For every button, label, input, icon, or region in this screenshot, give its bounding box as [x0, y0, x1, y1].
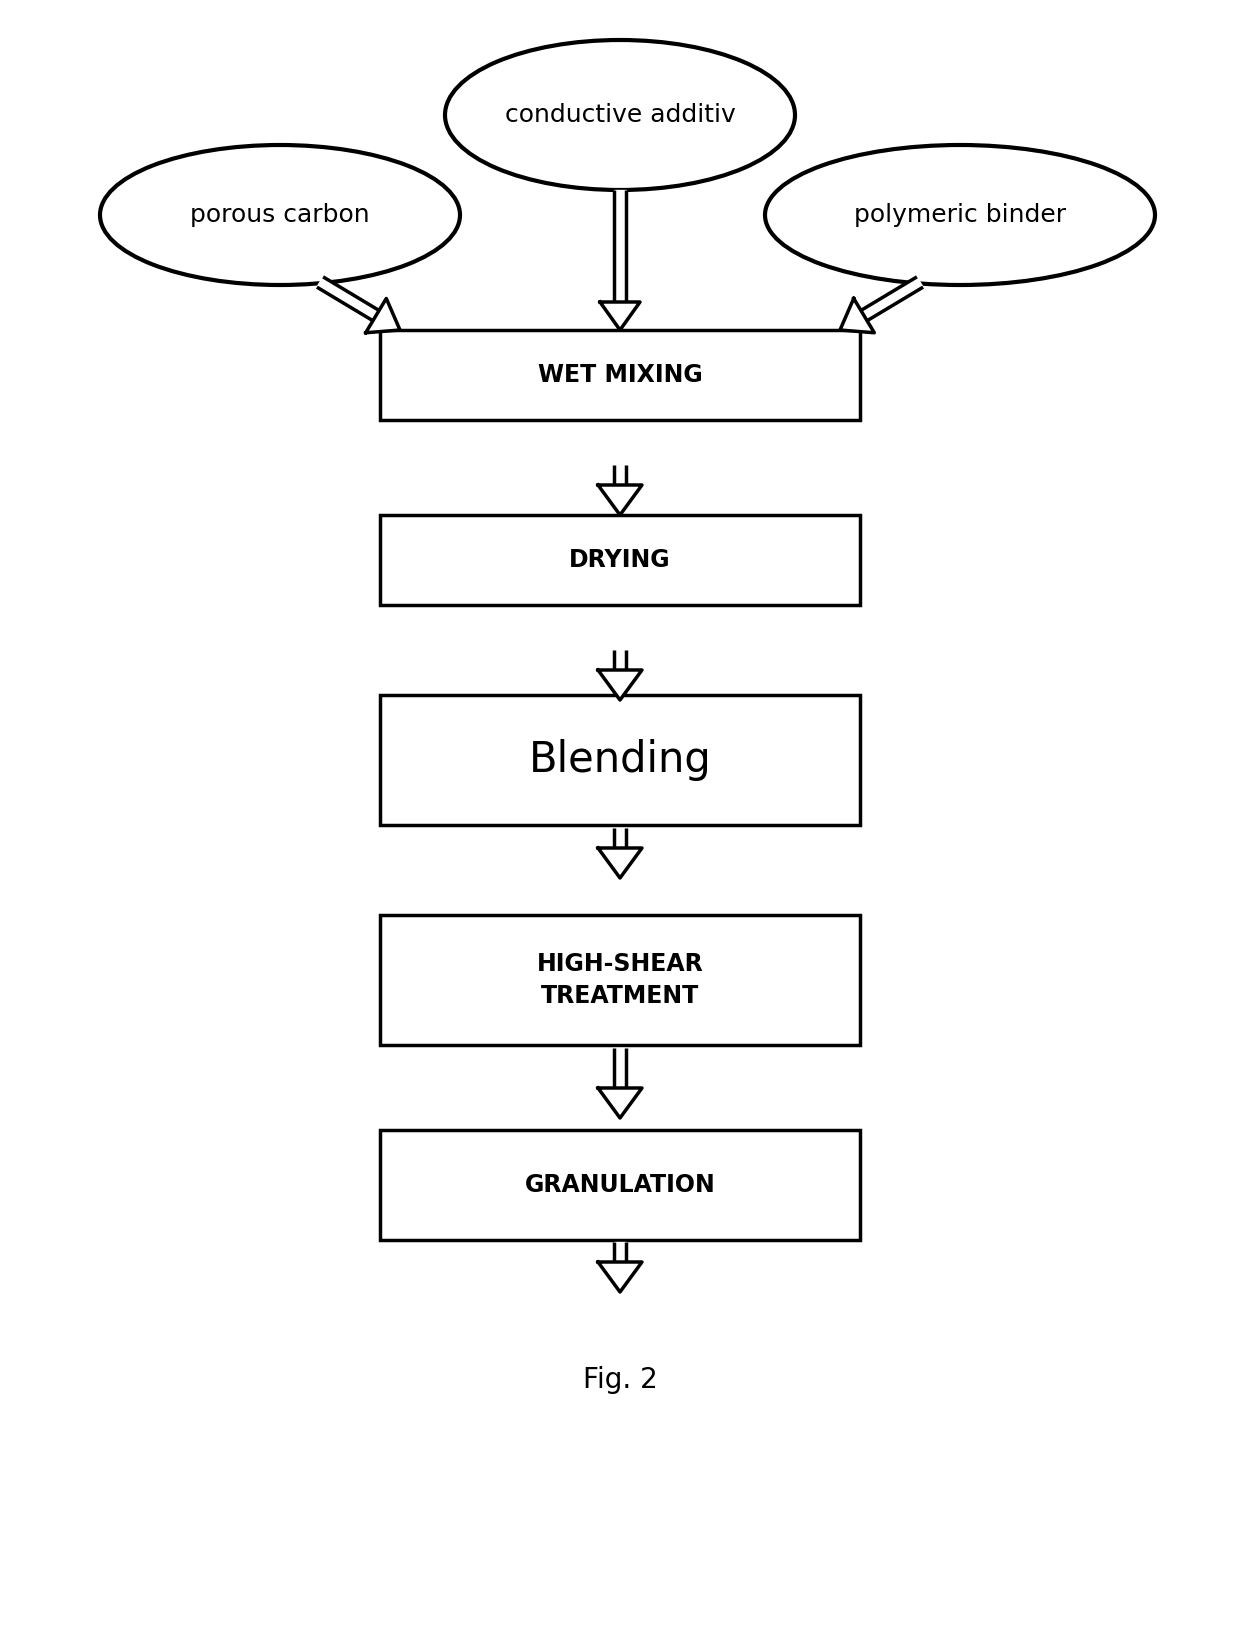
Polygon shape — [614, 466, 626, 485]
Polygon shape — [598, 1261, 642, 1292]
Polygon shape — [598, 1088, 642, 1118]
Polygon shape — [366, 299, 401, 333]
Bar — [379, 694, 861, 825]
Ellipse shape — [445, 39, 795, 190]
Polygon shape — [600, 302, 640, 330]
Bar — [379, 915, 861, 1046]
Polygon shape — [317, 276, 379, 320]
Bar — [379, 515, 861, 605]
Polygon shape — [839, 299, 874, 333]
Text: conductive additiv: conductive additiv — [505, 103, 735, 127]
Bar — [379, 1131, 861, 1240]
Polygon shape — [614, 1242, 626, 1261]
Text: HIGH-SHEAR
TREATMENT: HIGH-SHEAR TREATMENT — [537, 953, 703, 1008]
Polygon shape — [861, 276, 923, 320]
Polygon shape — [598, 670, 642, 699]
Text: porous carbon: porous carbon — [190, 203, 370, 227]
Polygon shape — [614, 1047, 626, 1088]
Text: DRYING: DRYING — [569, 547, 671, 572]
Polygon shape — [598, 485, 642, 515]
Ellipse shape — [100, 145, 460, 284]
Text: Blending: Blending — [528, 739, 712, 781]
Polygon shape — [614, 828, 626, 848]
Text: Fig. 2: Fig. 2 — [583, 1366, 657, 1394]
Text: WET MIXING: WET MIXING — [538, 363, 702, 387]
Text: polymeric binder: polymeric binder — [854, 203, 1066, 227]
Polygon shape — [598, 848, 642, 877]
Ellipse shape — [765, 145, 1154, 284]
Text: GRANULATION: GRANULATION — [525, 1173, 715, 1198]
Bar — [379, 330, 861, 420]
Polygon shape — [614, 650, 626, 670]
Polygon shape — [614, 190, 626, 302]
